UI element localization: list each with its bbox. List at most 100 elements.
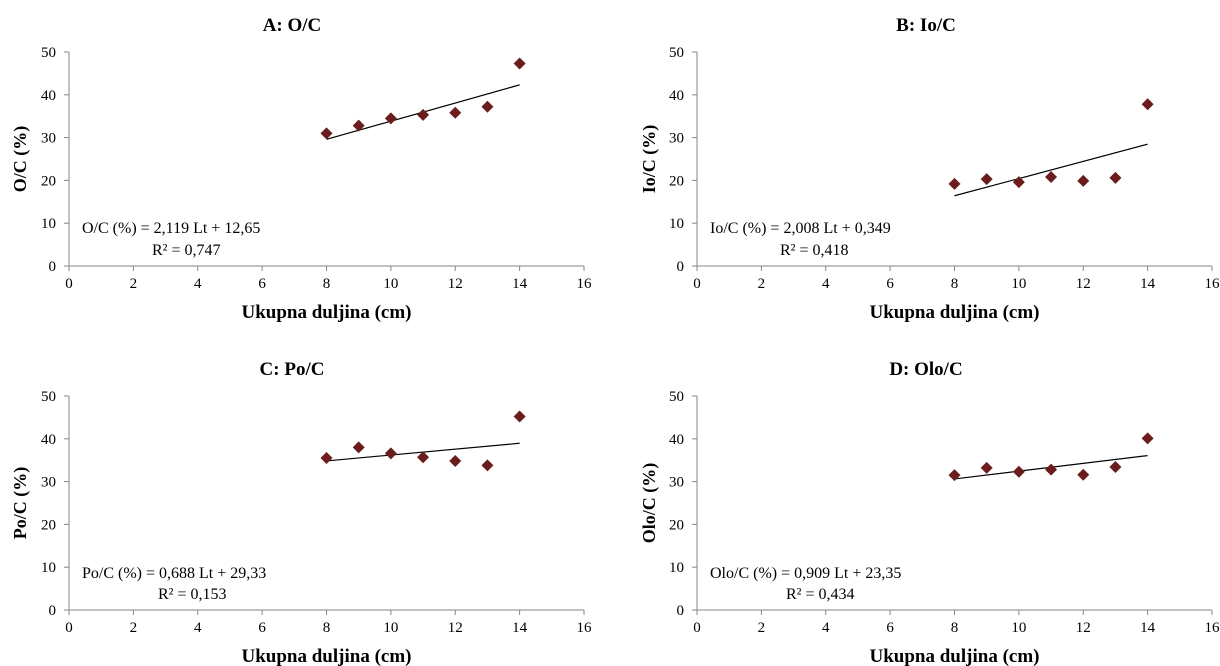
y-tick-label: 20 [41,173,56,189]
x-tick-label: 14 [1140,620,1156,636]
x-axis-label: Ukupna duljina (cm) [242,646,412,666]
x-tick-label: 12 [1076,276,1091,292]
y-tick-label: 30 [41,475,56,491]
y-tick-label: 40 [41,88,56,104]
x-tick-label: 8 [951,620,959,636]
data-point [320,452,333,465]
data-point [1012,465,1025,478]
x-tick-label: 2 [758,276,766,292]
chart-title: A: O/C [263,15,322,36]
y-axis-label: O/C (%) [10,126,31,193]
data-point [352,119,365,132]
chart-title: C: Po/C [260,359,325,380]
x-tick-label: 8 [323,620,331,636]
regression-equation: Io/C (%) = 2,008 Lt + 0,349 [710,220,891,237]
x-tick-label: 12 [1076,620,1091,636]
y-tick-label: 10 [41,216,56,232]
data-point [980,461,993,474]
x-tick-label: 2 [130,276,138,292]
x-axis-label: Ukupna duljina (cm) [242,302,412,323]
data-point [384,112,397,125]
chart-panel-d: D: Olo/C 0 10 20 30 40 50 0 2 4 6 8 10 12 14 16 Ukupna d… [639,359,1220,666]
chart-panel-b: B: Io/C 0 10 20 30 40 50 0 2 4 6 8 10 12 14 16 Ukupna du… [639,15,1220,323]
data-point [1109,171,1122,184]
data-point [449,106,462,119]
x-axis-label: Ukupna duljina (cm) [870,302,1040,323]
data-point [1141,432,1154,445]
x-tick-label: 6 [258,276,266,292]
data-point [417,451,430,464]
x-tick-label: 14 [1140,276,1156,292]
x-tick-label: 6 [258,620,266,636]
y-tick-label: 50 [669,45,684,61]
y-tick-label: 20 [669,173,684,189]
y-tick-label: 0 [49,603,57,619]
x-tick-label: 10 [1011,276,1026,292]
data-point [449,455,462,468]
x-tick-label: 16 [577,620,593,636]
data-point [320,127,333,140]
y-tick-label: 30 [669,131,684,147]
x-tick-label: 2 [758,620,766,636]
x-tick-label: 6 [886,276,894,292]
data-point [1012,176,1025,189]
x-tick-label: 10 [383,620,398,636]
x-tick-label: 12 [448,276,463,292]
x-tick-label: 6 [886,620,894,636]
y-tick-label: 0 [677,259,685,275]
x-tick-label: 4 [822,276,830,292]
y-tick-label: 40 [41,432,56,448]
y-tick-label: 50 [41,389,56,405]
y-tick-label: 10 [669,216,684,232]
x-tick-label: 14 [512,276,528,292]
x-tick-label: 0 [65,620,73,636]
x-tick-label: 16 [577,276,593,292]
y-axis-label: Olo/C (%) [639,463,660,544]
data-point [1141,98,1154,111]
data-point [481,459,494,472]
x-tick-label: 10 [383,276,398,292]
y-tick-label: 40 [669,88,684,104]
x-tick-label: 16 [1205,620,1220,636]
chart-panel-a: A: O/C 0 10 20 30 40 50 0 2 4 6 8 10 12 14 16 Ukupna dul… [10,15,592,323]
y-tick-label: 30 [41,131,56,147]
x-tick-label: 0 [693,620,701,636]
x-tick-label: 8 [323,276,331,292]
y-tick-label: 10 [41,560,56,576]
data-point [1077,174,1090,187]
y-tick-label: 10 [669,560,684,576]
x-tick-label: 16 [1205,276,1220,292]
chart-panel-c: C: Po/C 0 10 20 30 40 50 0 2 4 6 8 10 12 14 16 Ukupna du… [10,359,592,666]
x-tick-label: 4 [822,620,830,636]
data-point [948,177,961,190]
y-tick-label: 20 [669,517,684,533]
y-tick-label: 50 [41,45,56,61]
regression-equation: O/C (%) = 2,119 Lt + 12,65 [82,220,260,237]
trendline [954,143,1148,197]
chart-title: B: Io/C [896,15,956,36]
data-point [980,173,993,186]
y-tick-label: 50 [669,389,684,405]
y-tick-label: 20 [41,517,56,533]
y-tick-label: 30 [669,475,684,491]
regression-equation: Po/C (%) = 0,688 Lt + 29,33 [82,565,266,582]
chart-title: D: Olo/C [889,359,962,380]
data-point [948,469,961,482]
data-point [417,108,430,121]
data-point [384,447,397,460]
x-axis-label: Ukupna duljina (cm) [870,646,1040,666]
data-point [1045,170,1058,183]
r-squared-label: R² = 0,153 [158,586,227,603]
x-tick-label: 0 [65,276,73,292]
y-tick-label: 0 [677,603,685,619]
y-axis-label: Io/C (%) [639,125,660,194]
x-tick-label: 0 [693,276,701,292]
x-tick-label: 10 [1011,620,1026,636]
data-point [1045,463,1058,476]
data-point [1109,461,1122,474]
r-squared-label: R² = 0,434 [786,586,855,603]
r-squared-label: R² = 0,418 [780,242,849,259]
y-tick-label: 0 [49,259,57,275]
x-tick-label: 14 [512,620,528,636]
